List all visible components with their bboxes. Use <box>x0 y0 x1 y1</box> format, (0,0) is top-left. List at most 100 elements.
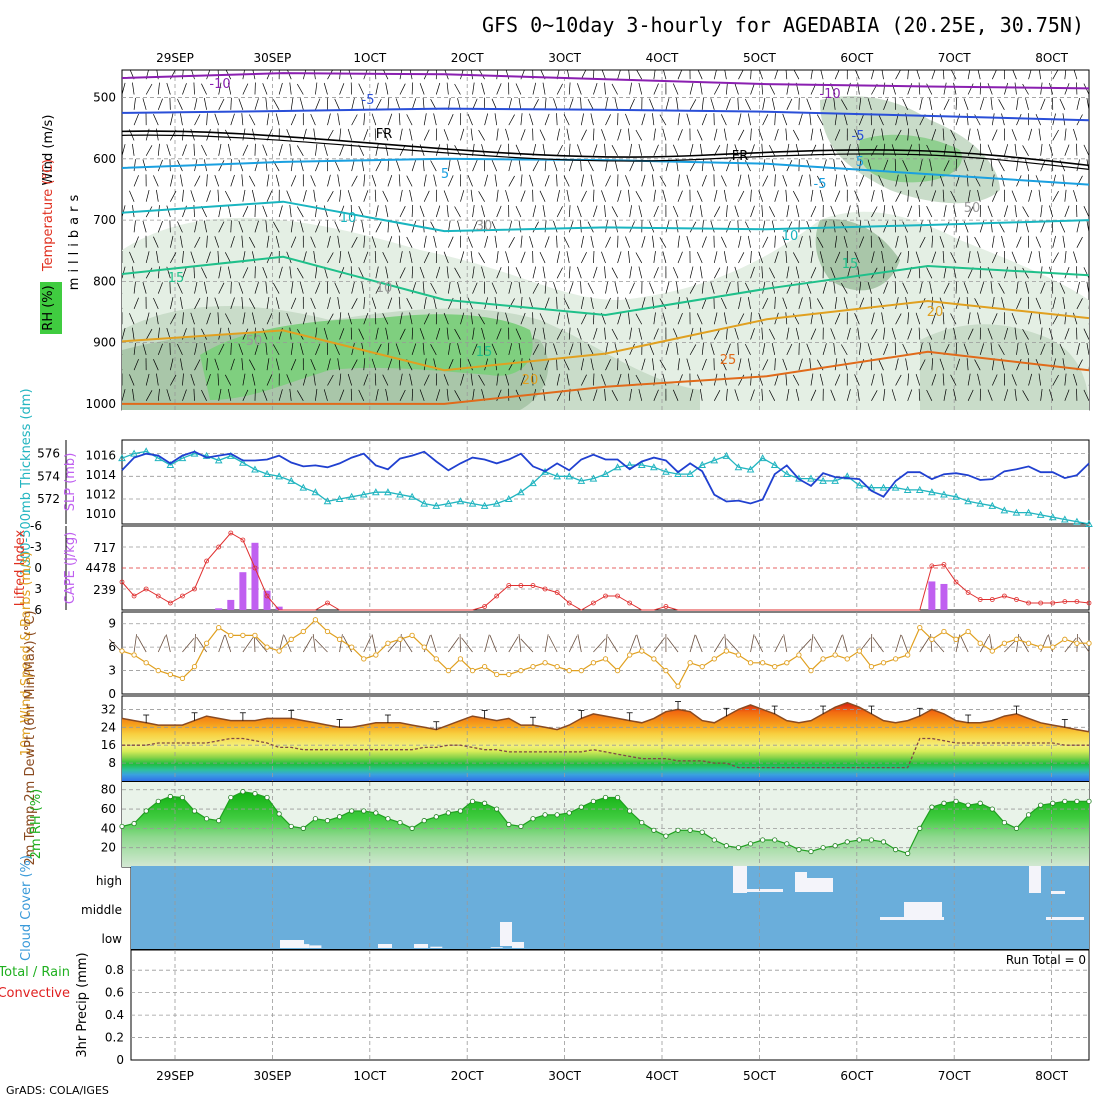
wind-barb <box>217 312 220 325</box>
wind-barb <box>266 297 270 309</box>
cape-bar <box>239 572 247 610</box>
thickness-point <box>988 501 997 509</box>
wind-barb <box>580 358 584 371</box>
thickness-point <box>807 474 815 482</box>
wind-barb <box>834 296 838 309</box>
wind-barb <box>991 251 998 264</box>
wind-barb <box>539 313 546 325</box>
wind-barb <box>878 359 884 371</box>
rh-point <box>385 816 391 822</box>
wind-barb <box>1040 159 1046 172</box>
wind-barb <box>871 190 875 202</box>
wind10m-point <box>929 636 935 642</box>
lifted-index-point <box>1026 600 1031 606</box>
wind-barb <box>967 83 974 95</box>
wind-barb <box>867 343 872 355</box>
wind-barb <box>625 113 631 126</box>
wind-barb <box>713 128 718 141</box>
wind-barb <box>278 266 283 279</box>
thickness-tick: 576 <box>37 447 60 461</box>
wind-barb <box>943 82 947 95</box>
wind-barb <box>744 160 751 172</box>
wind-barb <box>296 145 304 156</box>
wind-barb <box>423 374 430 386</box>
wind-barb <box>871 70 875 80</box>
wind10m-point <box>155 667 161 674</box>
wind-barb <box>878 175 884 187</box>
wind-barb <box>556 174 558 187</box>
wind-barb <box>858 97 862 110</box>
wind-barb <box>409 189 413 202</box>
wind-barb <box>542 388 546 401</box>
wind-barb <box>419 328 425 340</box>
wind-barb <box>129 190 135 202</box>
wind10m-point <box>687 660 693 666</box>
wind-barb <box>1028 70 1032 80</box>
wind-barb <box>689 221 697 233</box>
wind-barb <box>471 70 473 80</box>
wind-barb <box>193 82 195 95</box>
wind-barb <box>895 174 899 187</box>
freezing-level-line <box>122 130 1089 170</box>
wind-barb <box>641 297 646 310</box>
wind-barb <box>539 129 546 141</box>
wind-barb <box>1014 327 1017 340</box>
wind-barb <box>157 143 160 156</box>
wind-barb <box>568 343 574 355</box>
wind-barb <box>677 113 680 126</box>
wind-barb <box>604 205 606 218</box>
wind-barb <box>652 358 655 371</box>
wind-barb <box>1022 390 1029 401</box>
wind-barb <box>605 97 608 110</box>
wind-barb <box>918 143 921 156</box>
wind-barb <box>1014 82 1017 95</box>
wind-barb <box>1022 145 1029 156</box>
wind-barb <box>201 83 207 95</box>
wind-barb <box>625 175 631 187</box>
wind-barb <box>193 388 195 401</box>
wind-barb <box>315 282 321 294</box>
thickness-point <box>879 483 888 491</box>
wind-barb <box>943 205 947 218</box>
wind-barb <box>435 144 441 156</box>
wind-barb <box>315 388 318 401</box>
wind-barb <box>505 251 510 264</box>
wind-barb <box>532 160 539 172</box>
wind10m-point <box>1025 640 1032 646</box>
wind-barb <box>217 128 220 141</box>
wind10m-point <box>445 667 452 674</box>
wind-barb <box>915 312 921 325</box>
wind-barb <box>998 160 1005 172</box>
rh-point <box>796 847 802 853</box>
wind-barb <box>544 281 547 294</box>
bottom-date-axis: 29SEP 30SEP 1OCT 2OCT 3OCT 4OCT 5OCT 6OCT 7OCT 8O… <box>156 1069 1069 1083</box>
wind-barb <box>460 312 465 325</box>
wind-barb <box>289 266 292 279</box>
wind-barb <box>496 189 499 202</box>
wind-barb <box>816 175 824 187</box>
wind-barb <box>518 281 522 294</box>
wind-barb <box>194 343 198 355</box>
wind-barb <box>520 251 526 264</box>
wind-barb <box>677 358 680 371</box>
wind-barb <box>902 282 909 294</box>
wind-barb <box>217 189 220 202</box>
wind-barb <box>786 98 793 110</box>
wind-barb <box>723 251 727 264</box>
wind-barb <box>653 251 656 264</box>
wind-barb <box>275 297 280 310</box>
wind-barb <box>481 205 485 218</box>
thickness-point <box>456 497 465 505</box>
wind-barb <box>272 221 280 233</box>
wind-barb <box>881 189 884 202</box>
wind-barb <box>593 389 598 401</box>
rh-point <box>844 839 850 845</box>
wind-barb <box>1076 220 1080 233</box>
cape-tick: 717 <box>93 541 116 555</box>
rh-point <box>506 821 512 828</box>
wind-barb <box>819 251 824 264</box>
wind-barb <box>542 266 546 279</box>
thickness-point <box>444 499 453 507</box>
wind-barb <box>809 113 812 126</box>
wind-barb <box>272 344 280 356</box>
